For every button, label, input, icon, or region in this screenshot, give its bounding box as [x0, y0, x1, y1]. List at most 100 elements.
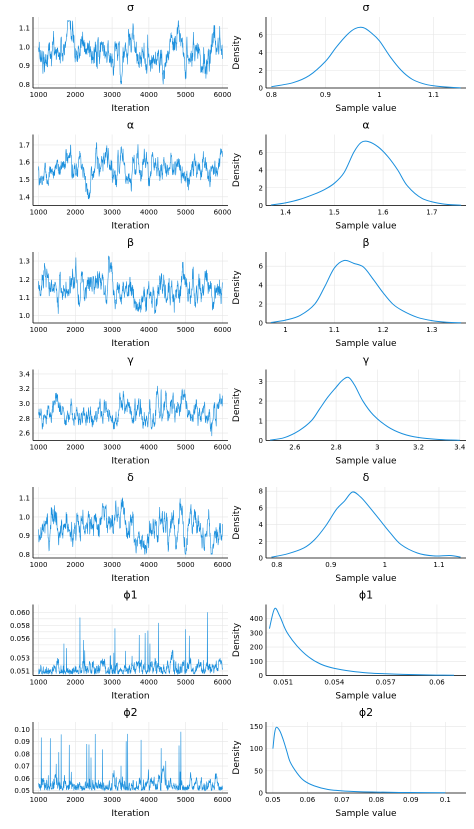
y-tick-label: 3: [259, 378, 263, 386]
y-tick-label: 2: [259, 184, 263, 192]
y-tick-label: 1.1: [19, 495, 30, 503]
x-tick-label: 6000: [214, 91, 232, 99]
y-tick-label: 400: [250, 615, 263, 623]
panel-title: ϕ1: [359, 589, 373, 602]
x-tick-label: 3000: [103, 679, 121, 687]
trace-line: [38, 19, 223, 85]
x-axis-label: Sample value: [335, 809, 397, 819]
y-tick-label: 300: [250, 629, 263, 637]
y-tick-label: 6: [259, 263, 264, 271]
panel-title: σ: [363, 1, 370, 14]
y-tick-label: 0: [259, 202, 263, 210]
x-tick-label: 1.2: [378, 326, 389, 334]
x-tick-label: 0.05: [265, 796, 281, 804]
panel-5-trace: 1000 2000 3000 4000 5000 6000 0.051 0.053 0.056 0…: [10, 589, 231, 702]
x-axis-label: Iteration: [111, 339, 149, 349]
panel-6-trace: 1000 2000 3000 4000 5000 6000 0.05 0.06 0.07 0.08…: [14, 706, 231, 819]
x-tick-label: 3000: [103, 444, 121, 452]
panel-title: ϕ2: [123, 706, 137, 719]
y-tick-label: 0.08: [14, 750, 30, 758]
trace-line: [38, 142, 223, 200]
y-tick-label: 2: [259, 67, 263, 75]
y-axis-label: Density: [232, 152, 242, 187]
y-tick-label: 2: [259, 301, 263, 309]
trace-line: [38, 612, 223, 676]
x-tick-label: 1.3: [426, 326, 437, 334]
x-tick-label: 1.1: [329, 326, 340, 334]
x-tick-label: 5000: [177, 679, 195, 687]
y-tick-label: 3.4: [19, 370, 31, 378]
y-tick-label: 1: [259, 417, 263, 425]
y-tick-label: 1.1: [19, 25, 30, 33]
x-tick-label: 0.051: [273, 679, 293, 687]
x-axis-label: Sample value: [335, 692, 397, 702]
x-tick-label: 3000: [103, 209, 121, 217]
x-tick-label: 0.8: [266, 91, 277, 99]
x-tick-label: 2000: [66, 561, 84, 569]
x-tick-label: 5000: [177, 209, 195, 217]
x-tick-label: 1: [377, 91, 381, 99]
panel-title: ϕ1: [123, 589, 137, 602]
y-tick-label: 1.1: [19, 294, 30, 302]
x-tick-label: 2000: [66, 91, 84, 99]
x-tick-label: 1000: [30, 91, 48, 99]
x-tick-label: 1: [383, 561, 387, 569]
x-tick-label: 1.1: [428, 91, 439, 99]
y-tick-label: 0: [259, 85, 263, 93]
x-tick-label: 3000: [103, 326, 121, 334]
y-tick-label: 1.0: [19, 513, 30, 521]
y-tick-label: 4: [259, 282, 264, 290]
x-tick-label: 3000: [103, 91, 121, 99]
y-tick-label: 8: [259, 488, 263, 496]
x-tick-label: 3: [375, 444, 379, 452]
x-tick-label: 1000: [30, 209, 48, 217]
x-tick-label: 0.9: [325, 561, 336, 569]
y-tick-label: 0.8: [19, 81, 30, 89]
x-tick-label: 1000: [30, 796, 48, 804]
y-tick-label: 0.10: [14, 726, 30, 734]
x-tick-label: 0.06: [429, 679, 445, 687]
panel-title: α: [362, 119, 369, 132]
x-tick-label: 1.6: [378, 209, 390, 217]
y-tick-label: 0.058: [10, 622, 30, 630]
x-tick-label: 2.8: [331, 444, 342, 452]
panel-3-trace: 1000 2000 3000 4000 5000 6000 2.6 2.8 3.0 3.2 3.4 γ…: [19, 354, 232, 467]
x-axis-label: Sample value: [335, 457, 397, 467]
x-tick-label: 5000: [177, 326, 195, 334]
y-tick-label: 0: [259, 320, 263, 328]
y-tick-label: 2: [259, 398, 263, 406]
x-tick-label: 0.057: [376, 679, 396, 687]
panel-2-density: 1 1.1 1.2 1.3 0 2 4 6 β Sample value Density: [232, 236, 466, 349]
y-tick-label: 0.053: [10, 654, 30, 662]
y-tick-label: 50: [254, 767, 263, 775]
y-tick-label: 1.0: [19, 43, 30, 51]
x-tick-label: 1: [283, 326, 287, 334]
y-tick-label: 1.6: [19, 159, 31, 167]
x-tick-label: 4000: [140, 561, 158, 569]
x-axis-label: Iteration: [111, 809, 149, 819]
y-tick-label: 0: [259, 672, 263, 680]
y-tick-label: 6: [259, 504, 264, 512]
panel-title: σ: [127, 1, 134, 14]
x-tick-label: 0.07: [334, 796, 350, 804]
trace-line: [38, 497, 223, 555]
y-tick-label: 6: [259, 31, 264, 39]
panel-2-trace: 1000 2000 3000 4000 5000 6000 1.0 1.1 1.2 1.3 β Ite…: [19, 236, 232, 349]
y-tick-label: 1.4: [19, 193, 31, 201]
panel-1-trace: 1000 2000 3000 4000 5000 6000 1.4 1.5 1.6 1.7 α Ite…: [19, 119, 232, 232]
x-tick-label: 6000: [214, 444, 232, 452]
y-tick-label: 0: [259, 790, 263, 798]
x-tick-label: 0.08: [369, 796, 385, 804]
y-tick-label: 0.05: [14, 787, 30, 795]
density-curve: [271, 491, 461, 558]
x-tick-label: 2000: [66, 326, 84, 334]
y-tick-label: 100: [250, 658, 263, 666]
x-tick-label: 1000: [30, 679, 48, 687]
y-tick-label: 0.051: [10, 667, 30, 675]
x-tick-label: 6000: [214, 561, 232, 569]
x-tick-label: 5000: [177, 796, 195, 804]
x-tick-label: 6000: [214, 209, 232, 217]
trace-line: [38, 731, 223, 792]
x-tick-label: 3.4: [454, 444, 466, 452]
panel-0-density: 0.8 0.9 1 1.1 0 2 4 6 σ Sample value Density: [232, 1, 466, 114]
